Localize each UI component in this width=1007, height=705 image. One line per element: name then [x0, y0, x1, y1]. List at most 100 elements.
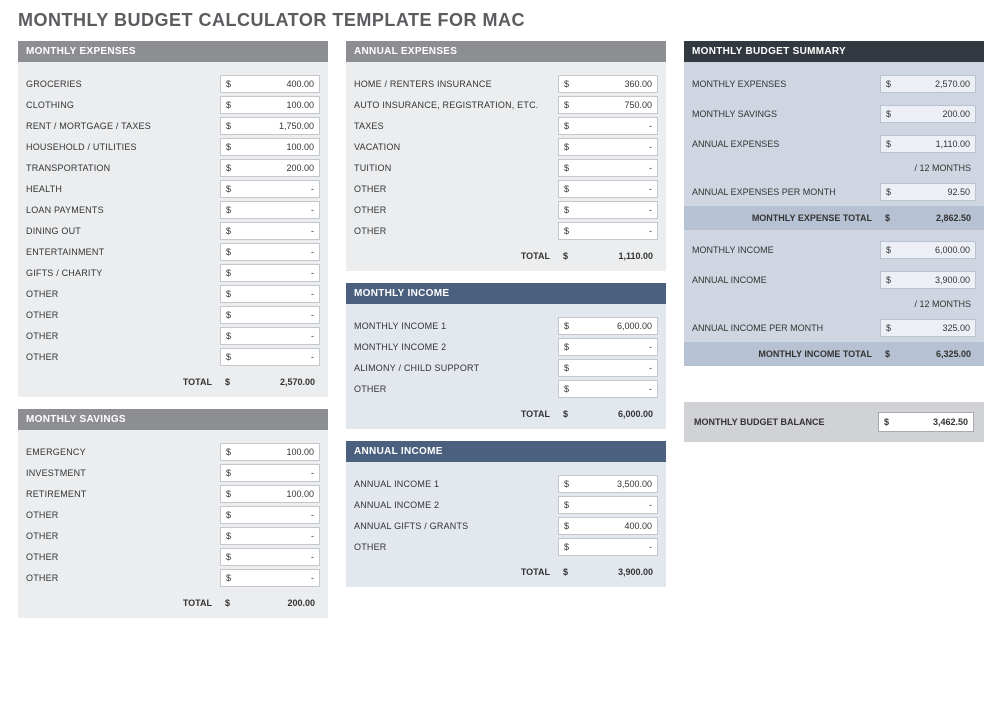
line-item-row: CLOTHING$100.00 [26, 95, 320, 115]
summary-value: $1,110.00 [880, 135, 976, 153]
summary-value: $3,900.00 [880, 271, 976, 289]
summary-label: MONTHLY EXPENSES [692, 79, 880, 89]
summary-row-monthly-expenses: MONTHLY EXPENSES $2,570.00 [692, 74, 976, 94]
section-summary: MONTHLY BUDGET SUMMARY MONTHLY EXPENSES … [684, 41, 984, 366]
summary-label: ANNUAL INCOME PER MONTH [692, 323, 880, 333]
line-item-label: OTHER [26, 352, 220, 362]
line-item-value[interactable]: $100.00 [220, 485, 320, 503]
summary-row-monthly-savings: MONTHLY SAVINGS $200.00 [692, 104, 976, 124]
line-item-value[interactable]: $400.00 [220, 75, 320, 93]
line-item-value[interactable]: $- [220, 464, 320, 482]
line-item-value[interactable]: $200.00 [220, 159, 320, 177]
line-item-value[interactable]: $6,000.00 [558, 317, 658, 335]
total-label: TOTAL [26, 598, 220, 608]
line-item-row: HOME / RENTERS INSURANCE$360.00 [354, 74, 658, 94]
line-item-value[interactable]: $- [558, 380, 658, 398]
line-item-value[interactable]: $- [558, 496, 658, 514]
summary-income-total: MONTHLY INCOME TOTAL $6,325.00 [684, 342, 984, 366]
line-item-value[interactable]: $- [220, 285, 320, 303]
line-item-row: LOAN PAYMENTS$- [26, 200, 320, 220]
summary-value: $6,000.00 [880, 241, 976, 259]
line-item-value[interactable]: $1,750.00 [220, 117, 320, 135]
line-item-value[interactable]: $100.00 [220, 96, 320, 114]
header-annual-expenses: ANNUAL EXPENSES [346, 41, 666, 62]
body-annual-income: ANNUAL INCOME 1$3,500.00ANNUAL INCOME 2$… [346, 462, 666, 587]
line-item-label: OTHER [26, 573, 220, 583]
line-item-label: ANNUAL GIFTS / GRANTS [354, 521, 558, 531]
line-item-value[interactable]: $- [558, 359, 658, 377]
line-item-value[interactable]: $- [558, 222, 658, 240]
line-item-value[interactable]: $400.00 [558, 517, 658, 535]
line-item-row: HEALTH$- [26, 179, 320, 199]
total-value: $6,000.00 [558, 409, 658, 419]
line-item-label: OTHER [26, 289, 220, 299]
header-monthly-expenses: MONTHLY EXPENSES [18, 41, 328, 62]
line-item-value[interactable]: $- [220, 201, 320, 219]
column-1: MONTHLY EXPENSES GROCERIES$400.00CLOTHIN… [18, 41, 328, 618]
line-item-label: TAXES [354, 121, 558, 131]
line-item-value[interactable]: $- [220, 327, 320, 345]
line-item-value[interactable]: $- [220, 306, 320, 324]
summary-value: $2,570.00 [880, 75, 976, 93]
line-item-row: OTHER$- [354, 179, 658, 199]
line-item-row: MONTHLY INCOME 1$6,000.00 [354, 316, 658, 336]
section-annual-expenses: ANNUAL EXPENSES HOME / RENTERS INSURANCE… [346, 41, 666, 271]
line-item-row: EMERGENCY$100.00 [26, 442, 320, 462]
line-item-value[interactable]: $- [558, 117, 658, 135]
header-annual-income: ANNUAL INCOME [346, 441, 666, 462]
line-item-value[interactable]: $- [220, 243, 320, 261]
line-item-label: GROCERIES [26, 79, 220, 89]
subtotal-label: MONTHLY INCOME TOTAL [692, 349, 880, 359]
line-item-row: OTHER$- [26, 284, 320, 304]
line-item-label: DINING OUT [26, 226, 220, 236]
line-item-value[interactable]: $100.00 [220, 138, 320, 156]
summary-label: MONTHLY INCOME [692, 245, 880, 255]
line-item-label: ANNUAL INCOME 1 [354, 479, 558, 489]
line-item-value[interactable]: $750.00 [558, 96, 658, 114]
line-item-value[interactable]: $- [220, 569, 320, 587]
line-item-label: OTHER [354, 542, 558, 552]
line-item-value[interactable]: $- [220, 527, 320, 545]
line-item-value[interactable]: $- [220, 506, 320, 524]
line-item-value[interactable]: $- [220, 264, 320, 282]
line-item-label: VACATION [354, 142, 558, 152]
body-annual-expenses: HOME / RENTERS INSURANCE$360.00 AUTO INSU… [346, 62, 666, 271]
line-item-label: OTHER [26, 331, 220, 341]
line-item-value[interactable]: $- [220, 348, 320, 366]
line-item-label: ENTERTAINMENT [26, 247, 220, 257]
line-item-value[interactable]: $- [558, 159, 658, 177]
line-item-row: MONTHLY INCOME 2$- [354, 337, 658, 357]
line-item-value[interactable]: $- [220, 222, 320, 240]
total-row-annual-income: TOTAL $3,900.00 [354, 561, 658, 583]
summary-value: $325.00 [880, 319, 976, 337]
line-item-value[interactable]: $- [558, 180, 658, 198]
line-item-value[interactable]: $- [558, 538, 658, 556]
body-summary: MONTHLY EXPENSES $2,570.00 MONTHLY SAVIN… [684, 62, 984, 366]
line-item-label: OTHER [26, 310, 220, 320]
line-item-label: OTHER [354, 184, 558, 194]
per12-text: / 12 MONTHS [880, 159, 976, 177]
summary-value: $200.00 [880, 105, 976, 123]
line-item-label: AUTO INSURANCE, REGISTRATION, ETC. [354, 100, 558, 110]
line-item-label: HEALTH [26, 184, 220, 194]
line-item-row: OTHER$- [354, 537, 658, 557]
line-item-value[interactable]: $- [558, 338, 658, 356]
summary-row-annual-income: ANNUAL INCOME $3,900.00 [692, 270, 976, 290]
line-item-row: ANNUAL INCOME 1$3,500.00 [354, 474, 658, 494]
line-item-value[interactable]: $100.00 [220, 443, 320, 461]
summary-label: MONTHLY SAVINGS [692, 109, 880, 119]
line-item-value[interactable]: $- [558, 201, 658, 219]
line-item-label: OTHER [354, 226, 558, 236]
section-monthly-income: MONTHLY INCOME MONTHLY INCOME 1$6,000.00… [346, 283, 666, 429]
summary-label: ANNUAL INCOME [692, 275, 880, 285]
line-item-value[interactable]: $3,500.00 [558, 475, 658, 493]
line-item-value[interactable]: $- [558, 138, 658, 156]
line-item-label: MONTHLY INCOME 2 [354, 342, 558, 352]
line-item-row: OTHER$- [26, 526, 320, 546]
line-item-row: RETIREMENT$100.00 [26, 484, 320, 504]
line-item-value[interactable]: $360.00 [558, 75, 658, 93]
line-item-value[interactable]: $- [220, 548, 320, 566]
line-item-label: CLOTHING [26, 100, 220, 110]
line-item-value[interactable]: $- [220, 180, 320, 198]
balance-box: MONTHLY BUDGET BALANCE $3,462.50 [684, 402, 984, 442]
